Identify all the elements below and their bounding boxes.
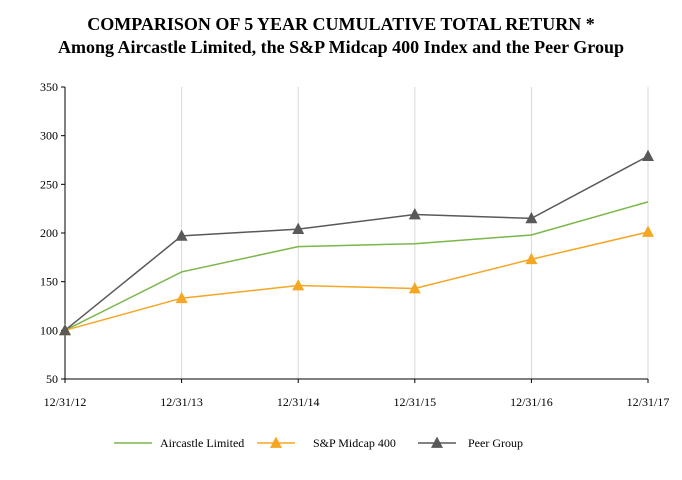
data-point [292,279,305,291]
data-point [408,282,421,294]
y-tick-label: 350 [40,80,58,94]
series-line-1 [64,231,649,332]
chart-subtitle: Among Aircastle Limited, the S&P Midcap … [57,37,624,57]
x-tick-label: 12/31/15 [393,395,436,409]
data-point [525,252,538,265]
data-point [292,222,305,234]
legend-label: Peer Group [468,436,523,450]
series-line-0 [64,201,649,332]
data-point [175,229,188,241]
y-tick-label: 50 [46,372,58,386]
x-tick-label: 12/31/12 [44,395,87,409]
data-point [59,323,71,336]
data-point [642,149,654,161]
y-tick-label: 150 [40,275,58,289]
legend-label: Aircastle Limited [160,436,244,450]
y-tick-label: 250 [40,177,58,191]
x-tick-label: 12/31/14 [277,395,320,409]
legend-marker [270,436,282,448]
y-tick-label: 100 [40,323,58,337]
legend-marker [431,436,443,448]
data-point [175,291,188,304]
y-tick-label: 300 [40,129,58,143]
x-tick-label: 12/31/13 [160,395,203,409]
chart-title: COMPARISON OF 5 YEAR CUMULATIVE TOTAL RE… [87,14,595,34]
data-point [642,225,654,237]
x-tick-label: 12/31/16 [510,395,553,409]
x-tick-label: 12/31/17 [627,395,670,409]
series-line-2 [64,155,649,331]
data-point [525,211,538,224]
data-point [408,208,421,220]
legend-label: S&P Midcap 400 [313,436,396,450]
y-tick-label: 200 [40,226,58,240]
